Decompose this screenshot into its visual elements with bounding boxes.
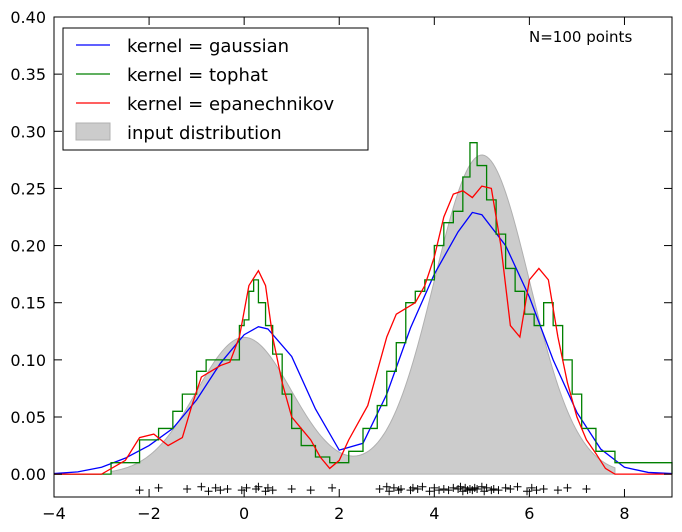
sample-point-marker: [306, 486, 315, 495]
x-tick-label: 6: [524, 504, 534, 523]
sample-point-marker: [506, 485, 515, 493]
y-tick-label: 0.30: [10, 122, 46, 141]
sample-point-marker: [418, 482, 427, 491]
sample-point-marker: [135, 486, 144, 495]
sample-point-marker: [582, 485, 591, 493]
sample-point-marker: [449, 483, 458, 492]
tophat-kernel-line: [54, 142, 673, 475]
sample-point-marker: [532, 486, 541, 495]
sample-point-marker: [389, 483, 398, 492]
sample-count-annotation: N=100 points: [529, 28, 632, 46]
sample-point-marker: [501, 483, 510, 492]
sample-point-marker: [211, 483, 220, 492]
sample-point-marker: [375, 485, 384, 493]
sample-point-marker: [263, 483, 272, 492]
sample-point-marker: [553, 486, 562, 495]
sample-point-marker: [494, 486, 503, 495]
sample-point-marker: [254, 482, 263, 491]
y-tick-label: 0.40: [10, 8, 46, 27]
sample-point-marker: [513, 482, 522, 491]
y-tick-label: 0.10: [10, 351, 46, 370]
legend-gaussian-label: kernel = gaussian: [127, 36, 289, 57]
sample-point-marker: [183, 485, 192, 493]
y-axis-ticks: 0.00 0.05 0.10 0.15 0.20 0.25 0.30 0.35 0.40: [10, 8, 672, 484]
y-tick-label: 0.35: [10, 65, 46, 84]
sample-point-marker: [197, 482, 206, 491]
sample-point-marker: [482, 483, 491, 492]
sample-point-marker: [456, 482, 465, 491]
x-tick-label: −4: [42, 504, 66, 523]
sample-point-marker: [328, 483, 337, 492]
legend: kernel = gaussian kernel = tophat kernel…: [62, 27, 369, 151]
epanechnikov-kernel-line: [54, 185, 672, 475]
sample-point-marker: [539, 485, 548, 493]
y-tick-label: 0.15: [10, 294, 46, 313]
sample-point-marker: [435, 486, 444, 495]
y-tick-label: 0.20: [10, 237, 46, 256]
x-tick-label: −2: [137, 504, 161, 523]
sample-point-marker: [397, 485, 406, 493]
sample-point-marker: [242, 483, 251, 492]
legend-box: [62, 27, 369, 151]
sample-point-marker: [204, 487, 213, 496]
x-tick-label: 2: [334, 504, 344, 523]
sample-point-marker: [385, 487, 394, 496]
sample-points: [135, 482, 591, 496]
sample-point-marker: [408, 483, 417, 492]
x-tick-label: 0: [239, 504, 249, 523]
sample-point-marker: [477, 482, 486, 491]
sample-point-marker: [287, 485, 296, 493]
input-distribution-area: [110, 154, 616, 475]
sample-point-marker: [473, 485, 482, 493]
x-tick-label: 4: [429, 504, 439, 523]
legend-tophat-label: kernel = tophat: [127, 65, 268, 86]
x-axis-ticks: −4 −2 0 2 4 6 8: [42, 17, 630, 523]
legend-input-swatch: [75, 122, 111, 141]
sample-point-marker: [563, 483, 572, 492]
sample-point-marker: [425, 487, 434, 496]
sample-point-marker: [444, 486, 453, 495]
y-tick-label: 0.00: [10, 465, 46, 484]
legend-input-label: input distribution: [127, 123, 282, 144]
legend-epanechnikov-label: kernel = epanechnikov: [127, 94, 334, 115]
x-tick-label: 8: [619, 504, 629, 523]
sample-point-marker: [216, 486, 225, 495]
sample-point-marker: [154, 483, 163, 492]
y-tick-label: 0.05: [10, 408, 46, 427]
sample-point-marker: [223, 485, 232, 493]
sample-point-marker: [527, 483, 536, 492]
sample-point-marker: [413, 485, 422, 493]
y-tick-label: 0.25: [10, 179, 46, 198]
sample-point-marker: [382, 482, 391, 491]
sample-point-marker: [489, 485, 498, 493]
axes-frame: [53, 16, 673, 498]
sample-point-marker: [439, 485, 448, 493]
sample-point-marker: [268, 486, 277, 495]
